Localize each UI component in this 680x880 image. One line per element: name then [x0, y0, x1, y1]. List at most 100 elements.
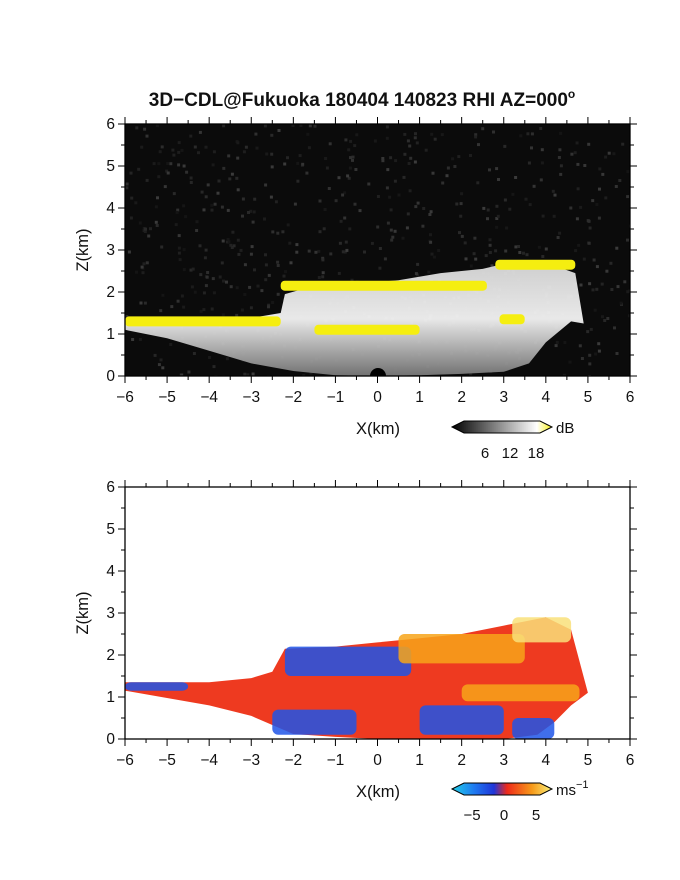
noise-speckle — [147, 234, 151, 238]
noise-speckle — [401, 236, 405, 240]
noise-speckle — [175, 210, 179, 214]
noise-speckle — [488, 243, 492, 247]
noise-speckle — [554, 344, 558, 348]
saturated-layer — [314, 324, 420, 335]
noise-speckle — [573, 151, 577, 155]
noise-speckle — [413, 136, 417, 140]
y-tick-label: 2 — [106, 284, 115, 301]
x-tick-label: −6 — [116, 752, 134, 769]
noise-speckle — [595, 287, 599, 291]
noise-speckle — [544, 247, 548, 251]
noise-speckle — [195, 220, 199, 224]
noise-speckle — [218, 275, 222, 279]
noise-speckle — [616, 285, 620, 289]
noise-speckle — [177, 141, 181, 145]
noise-speckle — [459, 214, 463, 218]
noise-speckle — [240, 308, 244, 312]
noise-speckle — [473, 236, 477, 240]
noise-speckle — [393, 179, 397, 183]
x-tick-label: 3 — [499, 752, 508, 769]
noise-speckle — [221, 313, 225, 317]
noise-speckle — [349, 139, 353, 143]
noise-speckle — [276, 260, 280, 264]
noise-speckle — [301, 162, 305, 166]
x-tick-label: −3 — [242, 389, 260, 406]
noise-speckle — [267, 303, 271, 307]
noise-speckle — [424, 148, 428, 152]
noise-speckle — [370, 241, 374, 245]
noise-speckle — [575, 217, 579, 221]
noise-speckle — [155, 224, 159, 227]
saturated-layer — [499, 314, 525, 325]
noise-speckle — [457, 155, 461, 159]
noise-speckle — [354, 168, 358, 171]
noise-speckle — [249, 209, 253, 213]
noise-speckle — [170, 305, 174, 309]
x-tick-label: −3 — [242, 752, 260, 769]
noise-speckle — [141, 271, 145, 275]
noise-speckle — [177, 234, 181, 238]
noise-speckle — [318, 230, 322, 234]
noise-speckle — [347, 148, 351, 152]
noise-speckle — [604, 155, 608, 159]
noise-speckle — [486, 217, 489, 221]
noise-speckle — [286, 156, 289, 160]
noise-speckle — [156, 196, 159, 200]
noise-speckle — [337, 176, 341, 180]
noise-speckle — [615, 352, 619, 355]
noise-speckle — [159, 309, 163, 313]
noise-speckle — [553, 193, 557, 197]
noise-speckle — [522, 251, 525, 255]
noise-speckle — [243, 293, 247, 296]
noise-speckle — [251, 372, 255, 376]
reflectivity-axis-ticks: −6 −5 −4 −3 −2 −1 0 1 2 3 4 5 6 0 1 2 3 4 5 6 — [106, 116, 637, 406]
noise-speckle — [476, 181, 480, 185]
noise-speckle — [481, 127, 485, 131]
noise-speckle — [406, 139, 410, 143]
x-tick-label: −4 — [200, 752, 218, 769]
noise-speckle — [414, 272, 418, 276]
noise-speckle — [429, 240, 433, 244]
noise-speckle — [212, 291, 216, 295]
noise-speckle — [577, 243, 581, 247]
noise-speckle — [610, 288, 614, 291]
noise-speckle — [237, 252, 241, 256]
noise-speckle — [393, 229, 397, 233]
noise-speckle — [276, 231, 280, 235]
noise-speckle — [152, 162, 156, 166]
noise-speckle — [551, 189, 555, 193]
noise-speckle — [166, 162, 170, 165]
noise-speckle — [204, 145, 208, 149]
noise-speckle — [612, 152, 616, 156]
noise-speckle — [413, 160, 417, 164]
noise-speckle — [169, 162, 173, 166]
noise-speckle — [265, 152, 269, 156]
colorbar-tick: 5 — [532, 807, 540, 824]
noise-speckle — [344, 240, 348, 244]
noise-speckle — [606, 317, 610, 320]
noise-speckle — [206, 271, 210, 274]
noise-speckle — [579, 283, 583, 287]
noise-speckle — [441, 181, 445, 185]
noise-speckle — [232, 244, 236, 248]
noise-speckle — [555, 340, 559, 344]
noise-speckle — [243, 372, 247, 376]
noise-speckle — [139, 301, 143, 305]
noise-speckle — [321, 258, 325, 262]
noise-speckle — [389, 156, 393, 160]
noise-speckle — [407, 162, 411, 165]
noise-speckle — [628, 289, 630, 293]
noise-speckle — [202, 308, 206, 312]
noise-speckle — [463, 241, 467, 245]
noise-speckle — [559, 172, 563, 176]
noise-speckle — [230, 246, 234, 249]
noise-speckle — [159, 358, 163, 362]
noise-speckle — [385, 186, 389, 190]
noise-speckle — [225, 357, 229, 361]
noise-speckle — [160, 245, 164, 249]
noise-speckle — [210, 208, 214, 212]
noise-speckle — [459, 202, 463, 206]
noise-speckle — [484, 254, 488, 258]
noise-speckle — [255, 146, 259, 150]
